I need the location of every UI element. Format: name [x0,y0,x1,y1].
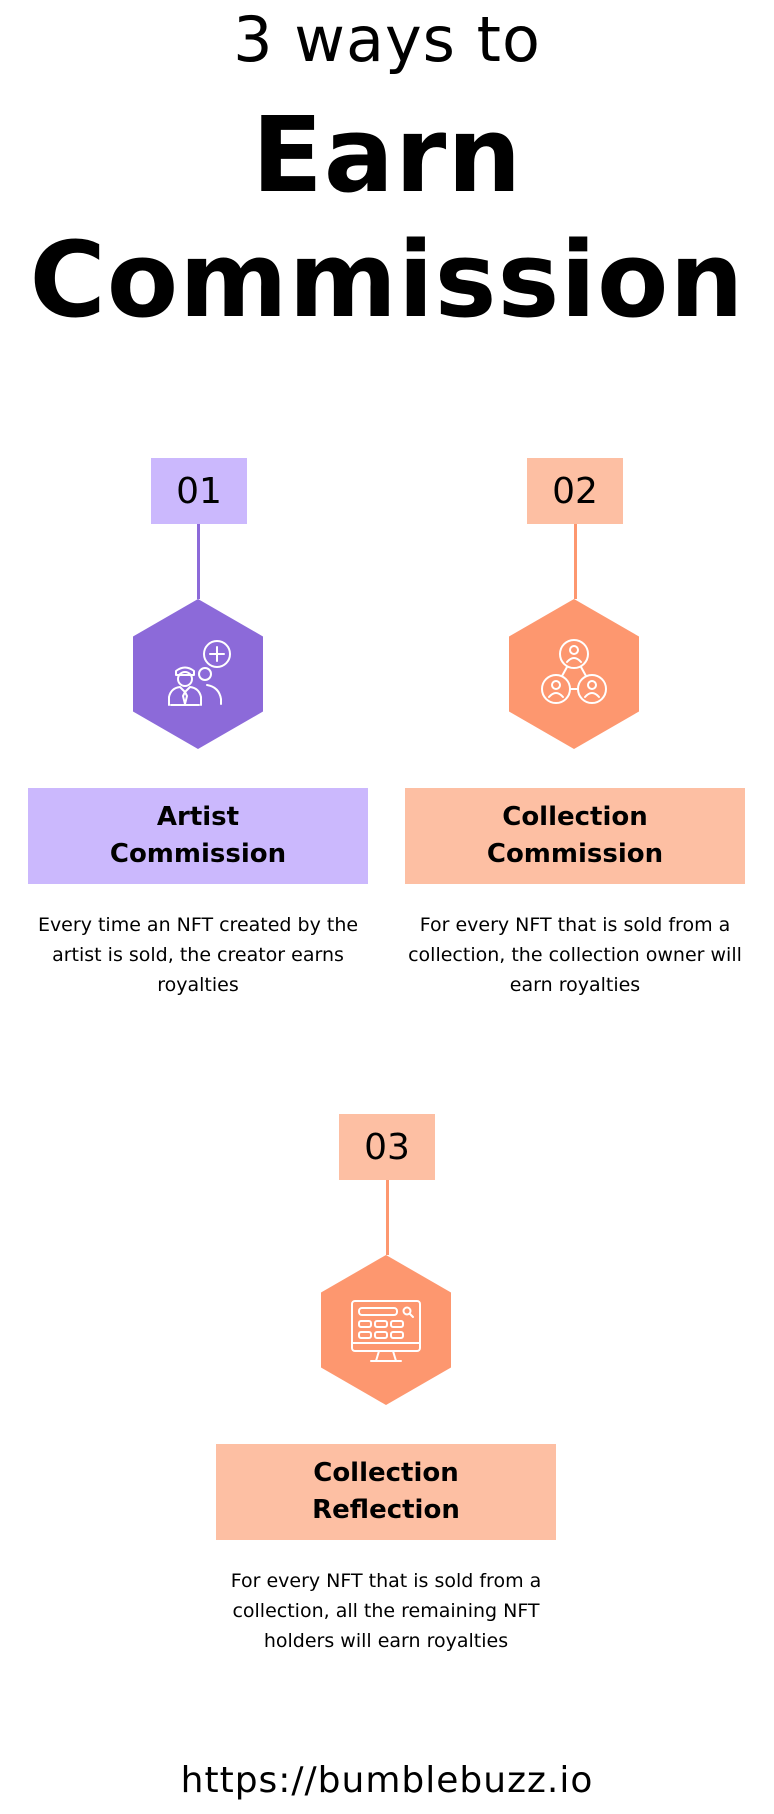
way-title-03-line-1: Collection [313,1458,459,1488]
way-description-03: For every NFT that is sold from a collec… [230,1570,542,1652]
page-title-line-2: Commission [29,219,745,341]
way-description-01: Every time an NFT created by the artist … [37,914,359,996]
way-title-02-line-2: Commission [486,839,664,869]
connector-line-03 [386,1180,389,1255]
way-title-02-line-1: Collection [502,802,648,832]
way-title-03-line-2: Reflection [312,1495,460,1525]
step-number-02: 02 [527,458,623,524]
hexagon-badge-03 [321,1255,451,1405]
way-title-01-line-2: Commission [109,839,287,869]
page-title-line-1: Earn [251,94,523,216]
hexagon-badge-02 [509,599,639,749]
connector-line-01 [197,524,200,599]
step-number-01: 01 [151,458,247,524]
website-link[interactable]: https://bumblebuzz.io [180,1760,594,1801]
network-users-icon [541,639,607,704]
way-title-02: Collection Commission [405,788,745,884]
monitor-dashboard-icon [351,1300,421,1362]
subtitle: 3 ways to [233,3,541,76]
way-title-01-line-1: Artist [156,802,240,832]
hexagon-badge-01 [133,599,263,749]
connector-line-02 [574,524,577,599]
way-description-02: For every NFT that is sold from a collec… [408,914,742,996]
step-number-03: 03 [339,1114,435,1180]
way-title-01: Artist Commission [28,788,368,884]
artist-add-user-icon [168,640,231,706]
way-title-03: Collection Reflection [216,1444,556,1540]
